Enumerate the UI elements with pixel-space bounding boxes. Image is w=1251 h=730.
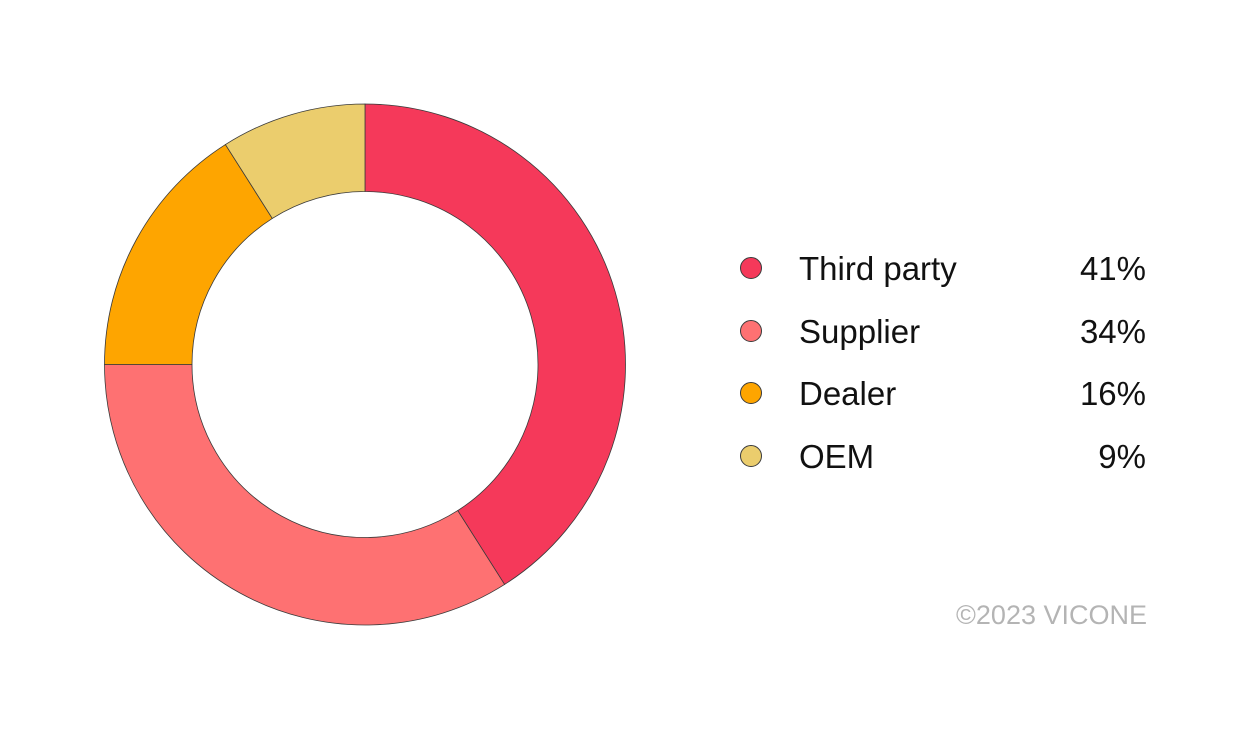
legend-swatch-supplier	[740, 319, 762, 342]
legend-swatch-dealer	[740, 382, 762, 404]
copyright-notice: ©2023 VICONE	[956, 600, 1147, 630]
legend-value-dealer: 16%	[1079, 375, 1146, 412]
legend-value-third-party: 41%	[1079, 250, 1146, 287]
legend-item-dealer: Dealer 16%	[736, 366, 1148, 429]
legend-label-dealer: Dealer	[799, 375, 897, 412]
legend-label-supplier: Supplier	[799, 312, 921, 350]
donut-slice-supplier	[104, 364, 506, 626]
legend-item-supplier: Supplier 34%	[736, 304, 1148, 367]
legend-value-supplier: 34%	[1079, 312, 1146, 350]
legend-swatch-third-party	[740, 257, 762, 279]
legend-value-oem: 9%	[1098, 437, 1146, 475]
donut-slice-third-party	[364, 103, 626, 585]
legend-label-third-party: Third party	[799, 250, 957, 287]
legend-swatch-oem	[740, 444, 762, 467]
legend-item-oem: OEM 9%	[736, 429, 1148, 492]
legend-label-oem: OEM	[799, 437, 875, 475]
legend-item-third-party: Third party 41%	[736, 241, 1148, 304]
chart-legend: Third party 41% Supplier 34% Dealer 16% …	[736, 241, 1148, 491]
donut-slice-oem	[224, 103, 366, 219]
